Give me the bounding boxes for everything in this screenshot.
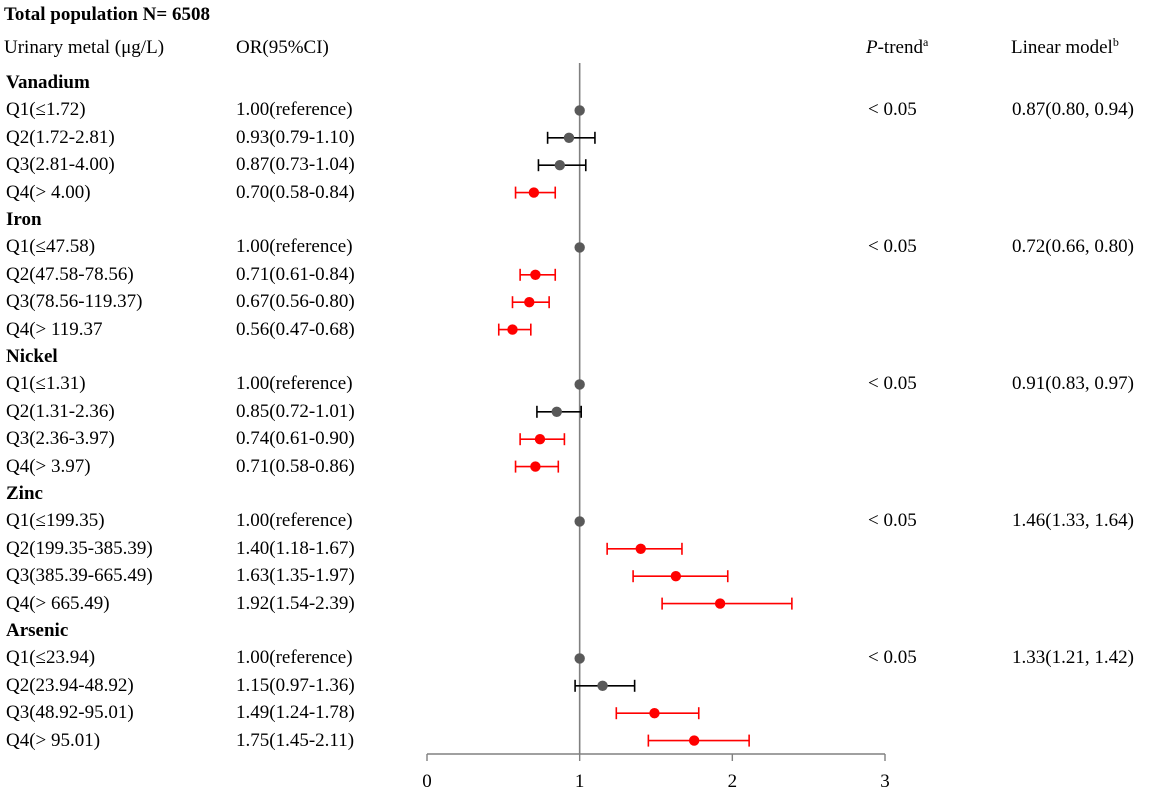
quartile-label: Q2(1.72-2.81) [6,126,115,148]
metal-column-header: Urinary metal (μg/L) [4,37,165,58]
linear-header-text: Linear model [1011,37,1113,58]
metal-group-arsenic: Arsenic [6,620,69,641]
quartile-label: Q1(≤1.72) [6,99,86,121]
or-point [524,297,535,308]
or-value: 1.00(reference) [236,647,353,669]
linear-model-value: 0.91(0.83, 0.97) [1012,373,1134,395]
quartile-label: Q4(> 3.97) [6,455,91,477]
ptrend-value: < 0.05 [868,373,917,395]
metal-group-nickel: Nickel [6,346,58,367]
linear-model-value: 1.33(1.21, 1.42) [1012,647,1134,669]
or-value: 0.74(0.61-0.90) [236,428,355,450]
chart-title: Total population N= 6508 [4,4,210,25]
or-value: 1.49(1.24-1.78) [236,702,355,724]
quartile-label: Q4(> 119.37 [6,318,103,340]
or-point [563,132,575,143]
quartile-label: Q2(47.58-78.56) [6,263,134,285]
or-value: 1.00(reference) [236,510,353,532]
metal-group-vanadium: Vanadium [6,72,90,93]
ptrend-column-header: P-trenda [866,35,929,58]
or-point [574,653,585,664]
linear-header-sup: b [1112,35,1119,49]
quartile-label: Q1(≤199.35) [6,510,105,532]
or-column-header: OR(95%CI) [236,37,329,58]
or-point [597,680,608,691]
or-point [530,461,541,472]
quartile-label: Q3(2.36-3.97) [6,428,115,450]
or-value: 1.63(1.35-1.97) [236,565,355,587]
ptrend-value: < 0.05 [868,99,917,121]
x-tick-label: 0 [422,771,432,792]
quartile-label: Q3(78.56-119.37) [6,291,143,313]
quartile-label: Q1(≤47.58) [6,236,96,258]
or-value: 0.67(0.56-0.80) [236,291,355,313]
quartile-label: Q2(199.35-385.39) [6,537,153,559]
ptrend-value: < 0.05 [868,236,917,258]
ptrend-header-p: P [866,37,878,58]
quartile-label: Q1(≤23.94) [6,647,96,669]
or-value: 1.92(1.54-2.39) [236,592,355,614]
x-tick-label: 2 [728,771,738,792]
ptrend-header-sup: a [922,35,929,49]
or-point [649,708,660,719]
quartile-label: Q3(2.81-4.00) [6,154,115,176]
or-point [530,269,541,280]
quartile-label: Q3(385.39-665.49) [6,565,153,587]
or-value: 1.75(1.45-2.11) [236,729,355,751]
or-point [574,242,585,253]
or-point [554,160,566,171]
metal-group-iron: Iron [6,209,42,230]
ptrend-header-text: -trend [877,37,923,58]
linear-column-header: Linear modelb [1011,35,1119,58]
quartile-label: Q4(> 4.00) [6,181,91,203]
ptrend-value: < 0.05 [868,510,917,532]
or-value: 0.85(0.72-1.01) [236,400,355,422]
x-tick-label: 1 [575,771,585,792]
or-point [574,379,585,390]
or-value: 0.71(0.61-0.84) [236,263,355,285]
or-value: 0.93(0.79-1.10) [236,126,355,148]
or-point [714,598,726,609]
or-point [670,571,682,582]
quartile-label: Q4(> 95.01) [6,729,101,751]
or-point [574,516,585,527]
or-value: 1.00(reference) [236,99,353,121]
quartile-label: Q4(> 665.49) [6,592,110,614]
or-value: 0.87(0.73-1.04) [236,154,355,176]
linear-model-value: 0.87(0.80, 0.94) [1012,99,1134,121]
ptrend-value: < 0.05 [868,647,917,669]
quartile-label: Q2(1.31-2.36) [6,400,115,422]
or-value: 1.40(1.18-1.67) [236,537,355,559]
or-point [551,406,562,417]
or-point [534,434,546,445]
linear-model-value: 0.72(0.66, 0.80) [1012,236,1134,258]
or-point [507,324,518,335]
or-value: 0.56(0.47-0.68) [236,318,355,340]
or-point [574,105,585,116]
or-value: 1.00(reference) [236,236,353,258]
linear-model-value: 1.46(1.33, 1.64) [1012,510,1134,532]
metal-group-zinc: Zinc [6,483,43,504]
or-point [528,187,540,198]
or-value: 0.70(0.58-0.84) [236,181,355,203]
or-point [688,735,700,746]
quartile-label: Q2(23.94-48.92) [6,674,134,696]
or-point [635,543,646,554]
quartile-label: Q1(≤1.31) [6,373,86,395]
x-tick-label: 3 [880,771,890,792]
or-value: 1.15(0.97-1.36) [236,674,355,696]
quartile-label: Q3(48.92-95.01) [6,702,134,724]
or-value: 1.00(reference) [236,373,353,395]
or-value: 0.71(0.58-0.86) [236,455,355,477]
